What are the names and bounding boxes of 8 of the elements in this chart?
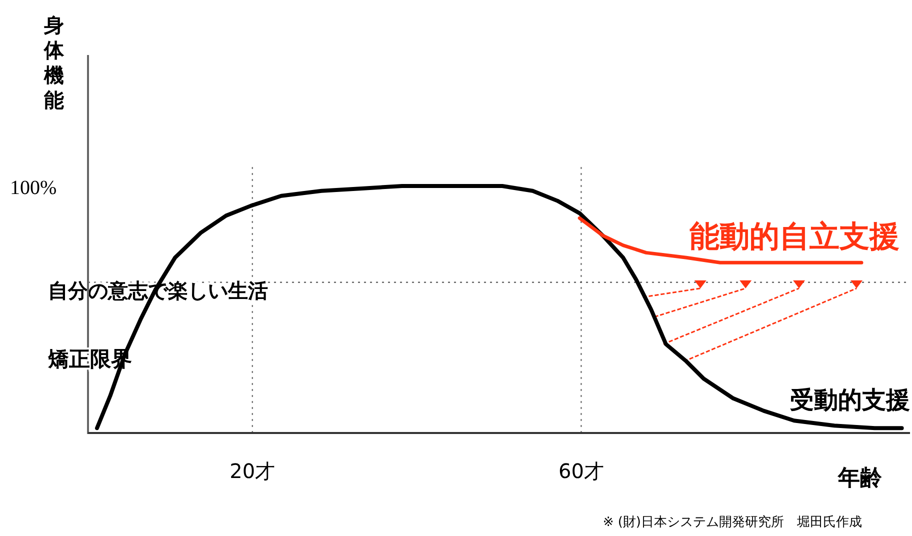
- x-tick-label: 20才: [230, 459, 276, 483]
- text: ※ (財)日本システム開発研究所 堀田氏作成: [602, 515, 862, 530]
- series-label: 受動的支援: [790, 386, 910, 414]
- x-tick-label: 60才: [558, 459, 604, 483]
- series-label: 能動的自立支援: [690, 220, 900, 255]
- y-axis-title: 身体機能: [43, 13, 65, 112]
- text: 100%: [10, 177, 57, 199]
- x-axis-title: 年齢: [837, 466, 883, 491]
